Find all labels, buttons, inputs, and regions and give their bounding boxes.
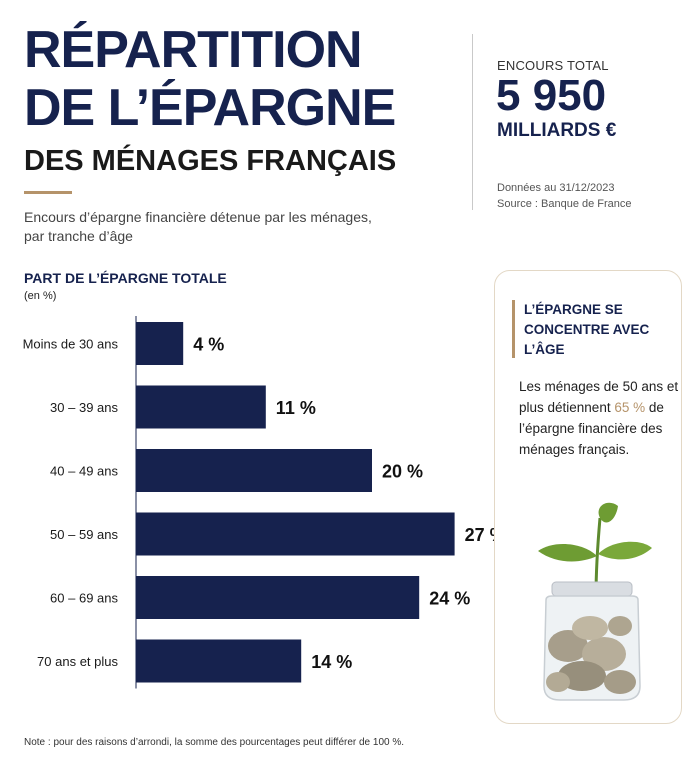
title-line-2: DE L’ÉPARGNE [24, 79, 396, 137]
data-label: 24 % [429, 589, 470, 609]
title-accent-rule [24, 191, 72, 194]
bar [136, 322, 184, 365]
card-highlight: 65 % [614, 400, 646, 415]
card-text: Les ménages de 50 ans et plus détiennent… [519, 376, 679, 460]
category-label: 30 – 39 ans [50, 400, 118, 415]
category-label: 50 – 59 ans [50, 527, 118, 542]
data-label: 11 % [276, 398, 316, 418]
subtitle: Encours d’épargne financière détenue par… [24, 208, 414, 246]
card-text-after: de l’épargne financière des ménages fran… [519, 400, 664, 457]
chart-unit: (en %) [24, 290, 57, 302]
bar [136, 576, 420, 619]
data-label: 20 % [382, 462, 423, 482]
data-date: Données au 31/12/2023 [497, 182, 615, 194]
header-divider [472, 34, 473, 210]
chart-title: PART DE L’ÉPARGNE TOTALE [24, 270, 227, 286]
card-title-line-1: L’ÉPARGNE SE [524, 302, 623, 317]
encours-value: 5 950 [496, 71, 607, 120]
category-label: Moins de 30 ans [23, 337, 119, 352]
title-line-3: DES MÉNAGES FRANÇAIS [24, 145, 397, 177]
category-label: 40 – 49 ans [50, 464, 118, 479]
footnote: Note : pour des raisons d’arrondi, la so… [24, 737, 405, 748]
encours-label: ENCOURS TOTAL [497, 58, 609, 73]
card-accent-bar [512, 300, 515, 358]
subtitle-line-2: par tranche d’âge [24, 228, 133, 244]
bar [136, 512, 455, 556]
savings-jar-plant-illustration [538, 502, 652, 701]
bar [136, 385, 266, 429]
bar [136, 449, 372, 492]
category-label: 60 – 69 ans [50, 591, 118, 606]
subtitle-line-1: Encours d’épargne financière détenue par… [24, 209, 372, 225]
card-text-before: Les ménages de 50 ans et plus détiennent [519, 379, 679, 415]
data-source: Source : Banque de France [497, 198, 632, 210]
card-title: L’ÉPARGNE SE CONCENTRE AVEC L’ÂGE [524, 300, 674, 360]
data-label: 4 % [193, 335, 224, 355]
card-title-line-2: CONCENTRE AVEC [524, 322, 650, 337]
title-line-1: RÉPARTITION [24, 21, 363, 79]
category-label: 70 ans et plus [37, 654, 118, 669]
bar [136, 639, 302, 683]
data-label: 14 % [311, 652, 352, 672]
card-title-line-3: L’ÂGE [524, 342, 565, 357]
encours-unit: MILLIARDS € [497, 120, 617, 141]
